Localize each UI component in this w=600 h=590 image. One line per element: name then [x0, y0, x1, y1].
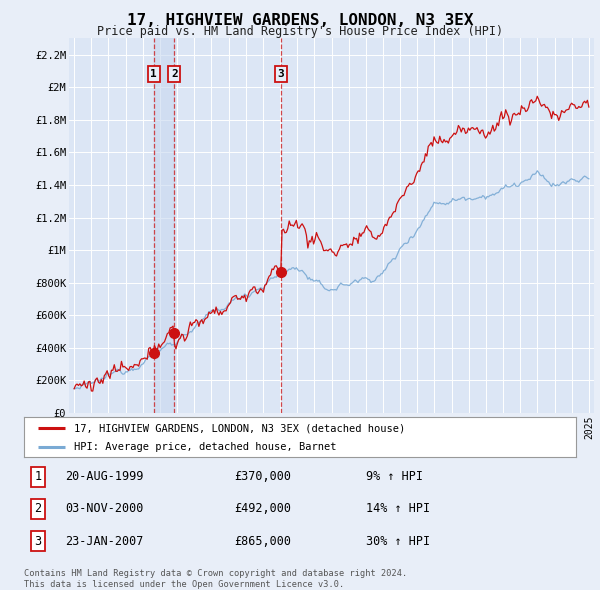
- Text: £492,000: £492,000: [234, 502, 291, 516]
- Text: £370,000: £370,000: [234, 470, 291, 483]
- Text: 17, HIGHVIEW GARDENS, LONDON, N3 3EX: 17, HIGHVIEW GARDENS, LONDON, N3 3EX: [127, 13, 473, 28]
- Text: 1: 1: [34, 470, 41, 483]
- Text: 1: 1: [151, 69, 157, 79]
- Text: Contains HM Land Registry data © Crown copyright and database right 2024.
This d: Contains HM Land Registry data © Crown c…: [24, 569, 407, 589]
- Text: 2: 2: [34, 502, 41, 516]
- Text: 03-NOV-2000: 03-NOV-2000: [65, 502, 144, 516]
- Text: 17, HIGHVIEW GARDENS, LONDON, N3 3EX (detached house): 17, HIGHVIEW GARDENS, LONDON, N3 3EX (de…: [74, 424, 405, 434]
- Text: 9% ↑ HPI: 9% ↑ HPI: [366, 470, 423, 483]
- Text: £865,000: £865,000: [234, 535, 291, 548]
- Text: 14% ↑ HPI: 14% ↑ HPI: [366, 502, 430, 516]
- Text: 20-AUG-1999: 20-AUG-1999: [65, 470, 144, 483]
- Text: 3: 3: [278, 69, 284, 79]
- Text: 23-JAN-2007: 23-JAN-2007: [65, 535, 144, 548]
- Text: HPI: Average price, detached house, Barnet: HPI: Average price, detached house, Barn…: [74, 442, 336, 452]
- Text: Price paid vs. HM Land Registry's House Price Index (HPI): Price paid vs. HM Land Registry's House …: [97, 25, 503, 38]
- Text: 30% ↑ HPI: 30% ↑ HPI: [366, 535, 430, 548]
- Bar: [154, 38, 175, 413]
- Text: 3: 3: [34, 535, 41, 548]
- Text: 2: 2: [171, 69, 178, 79]
